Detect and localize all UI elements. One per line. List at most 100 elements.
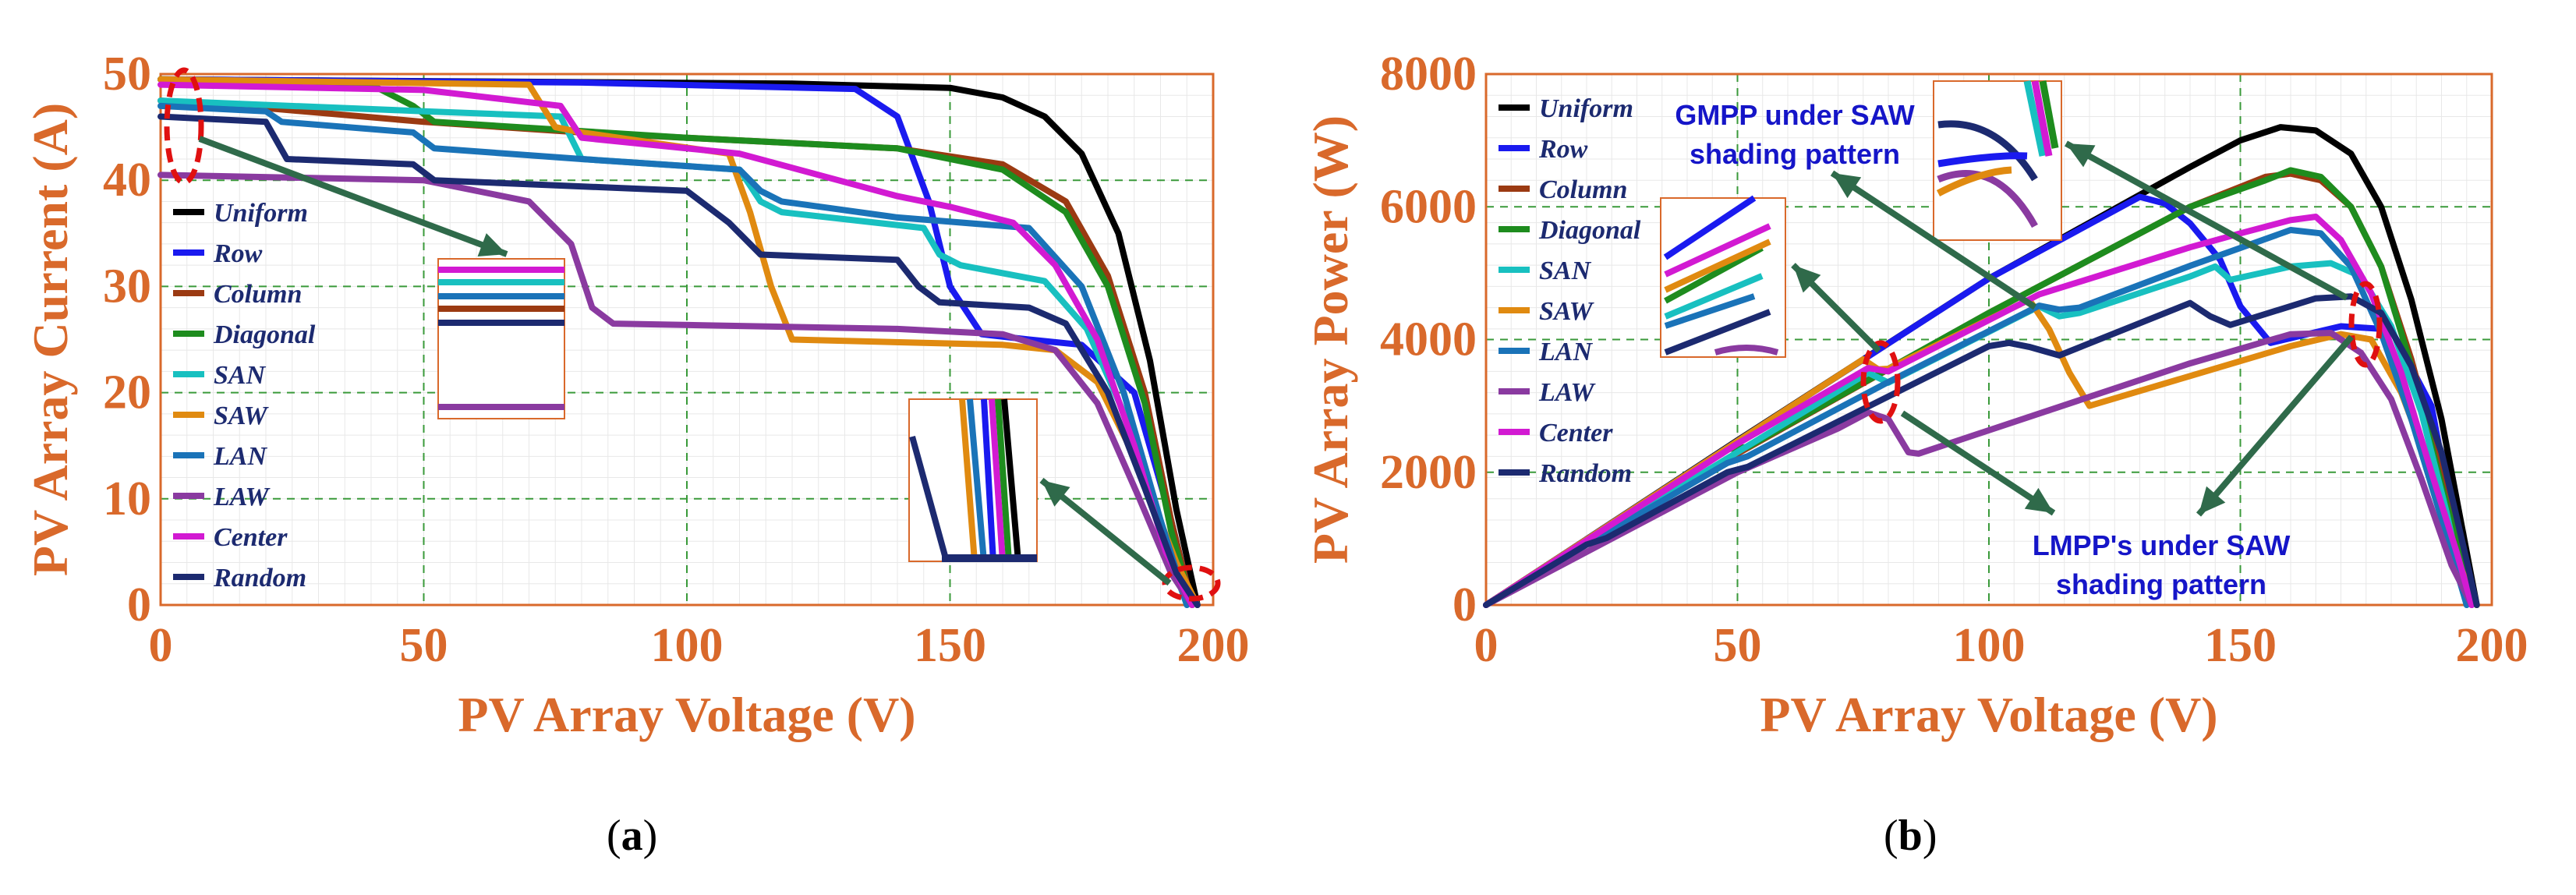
arrow-head xyxy=(1042,480,1070,507)
x-tick-label: 0 xyxy=(1474,619,1499,672)
arrow-head xyxy=(2199,486,2226,515)
inset-curve xyxy=(1714,345,1779,356)
inset-line xyxy=(981,398,996,562)
series-line-row xyxy=(157,76,1195,608)
inset-line xyxy=(1001,398,1021,562)
y-tick-label: 2000 xyxy=(1380,446,1477,499)
y-tick-label: 6000 xyxy=(1380,180,1477,233)
inset-curve xyxy=(1936,166,2012,196)
x-axis-title: PV Array Voltage (V) xyxy=(458,687,915,742)
arrow-shaft xyxy=(1039,477,1172,586)
arrow-head xyxy=(1793,265,1821,293)
arrow-gmpp-to-inset xyxy=(2065,140,2348,301)
inset-line xyxy=(1664,273,1764,320)
series-line-center xyxy=(1483,214,2475,608)
inset-frame xyxy=(437,258,565,419)
arrow-lmpp-label-left xyxy=(1900,410,2056,516)
annotation-line: shading pattern xyxy=(1690,138,1900,170)
inset-curve xyxy=(1937,170,2038,228)
legend: Uniform Row Column Diagonal SAN SAW LAN LAW Cent… xyxy=(1499,94,1641,488)
series-group xyxy=(157,76,1201,608)
y-axis-title: PV Array Power (W) xyxy=(1303,115,1358,564)
legend-label-diagonal: Diagonal xyxy=(213,320,316,349)
inset-curve xyxy=(2023,80,2047,157)
inset-line xyxy=(1664,239,1771,293)
y-tick-label: 20 xyxy=(103,366,151,419)
legend-label-center: Center xyxy=(214,523,288,552)
inset-line xyxy=(1664,293,1756,329)
x-tick-label: 150 xyxy=(914,619,986,672)
y-tick-label: 50 xyxy=(103,48,151,101)
series-line-random xyxy=(157,113,1201,608)
legend: Uniform Row Column Diagonal SAN SAW LAN LAW Cent… xyxy=(173,199,316,593)
inset-curve xyxy=(1937,120,2038,182)
legend-label-law: LAW xyxy=(1538,378,1596,407)
series-line-row xyxy=(1483,193,2475,608)
legend-label-lan: LAN xyxy=(1538,338,1593,366)
y-tick-label: 4000 xyxy=(1380,313,1477,366)
panel-label-a: (a) xyxy=(607,812,658,860)
panel-label-b: (b) xyxy=(1884,812,1937,860)
annotation-line: shading pattern xyxy=(2056,568,2266,600)
x-tick-label: 200 xyxy=(2456,619,2528,672)
legend-label-column: Column xyxy=(214,280,302,309)
inset-zoom-top-left xyxy=(437,258,565,419)
inset-zoom-voc xyxy=(908,398,1038,563)
arrow-head xyxy=(1832,173,1862,199)
inset-zoom-gmpp xyxy=(1933,80,2062,241)
arrow-to-inset-voc xyxy=(1039,477,1172,586)
series-line-lan xyxy=(157,102,1191,608)
legend-label-saw: SAW xyxy=(214,402,269,430)
y-tick-label: 0 xyxy=(1453,578,1477,631)
arrow-gmpp-label xyxy=(1830,170,2037,310)
legend-label-uniform: Uniform xyxy=(214,199,308,228)
x-tick-label: 50 xyxy=(1714,619,1762,672)
series-line-diagonal xyxy=(157,76,1195,608)
inset-line xyxy=(1664,245,1764,304)
arrow-to-inset-left xyxy=(198,136,508,257)
legend-label-row: Row xyxy=(213,239,263,268)
y-tick-label: 40 xyxy=(103,154,151,207)
y-axis-title: PV Array Current (A) xyxy=(23,103,78,576)
series-line-center xyxy=(157,81,1195,608)
inset-zoom-lmpp xyxy=(1660,195,1786,358)
arrow-lmpp-to-inset xyxy=(1791,263,1881,353)
inset-line xyxy=(995,398,1012,562)
x-tick-label: 0 xyxy=(149,619,173,672)
annotation-gmpp: GMPP under SAW shading pattern xyxy=(1675,99,1914,170)
inset-line xyxy=(989,398,1006,562)
legend-label-san: SAN xyxy=(214,361,267,390)
x-tick-label: 100 xyxy=(1953,619,2026,672)
y-tick-label: 10 xyxy=(103,472,151,525)
series-line-lan xyxy=(1483,227,2470,608)
legend-label-saw: SAW xyxy=(1539,297,1594,326)
marker-ellipse-lmpp xyxy=(1860,340,1901,424)
x-tick-label: 150 xyxy=(2204,619,2277,672)
arrow-lmpp-label-right xyxy=(2196,334,2355,517)
legend-label-column: Column xyxy=(1539,175,1627,204)
arrow-head xyxy=(2024,487,2054,513)
axis-frame xyxy=(1484,73,2493,607)
x-tick-label: 50 xyxy=(400,619,448,672)
inset-line xyxy=(959,398,978,562)
arrow-head xyxy=(2066,143,2096,168)
series-group xyxy=(1483,124,2480,608)
inset-line xyxy=(1664,309,1771,356)
arrow-shaft xyxy=(1900,410,2056,516)
legend-label-uniform: Uniform xyxy=(1539,94,1633,123)
series-line-law xyxy=(1483,330,2475,608)
inset-line xyxy=(967,398,987,562)
arrow-head xyxy=(477,233,507,257)
arrow-shaft xyxy=(2196,334,2355,517)
legend-label-random: Random xyxy=(213,564,306,593)
arrow-shaft xyxy=(198,136,508,257)
marker-ellipse-left xyxy=(164,67,204,186)
inset-curve xyxy=(1937,152,2028,168)
x-tick-label: 100 xyxy=(651,619,724,672)
arrow-shaft xyxy=(1830,170,2037,310)
y-tick-label: 30 xyxy=(103,260,151,313)
y-tick-label: 0 xyxy=(127,578,151,631)
